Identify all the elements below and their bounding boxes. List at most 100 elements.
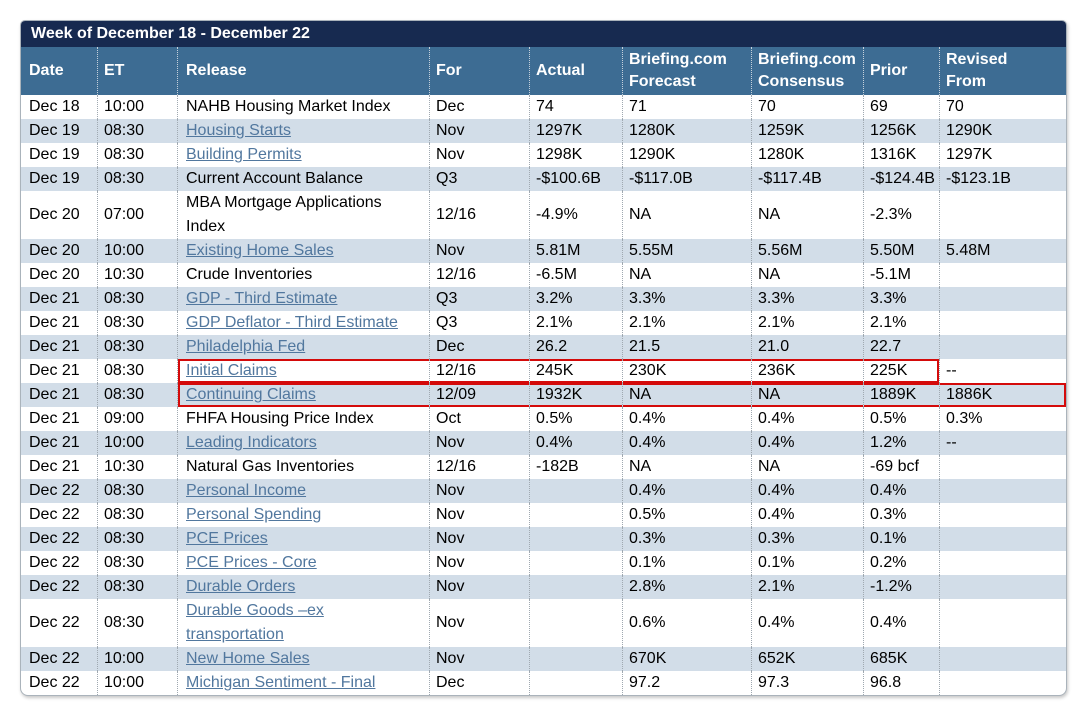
cell-revised: -- — [939, 431, 1066, 455]
table-row: Dec 21 09:00 FHFA Housing Price Index Oct 0.… — [21, 407, 1066, 431]
release-link[interactable]: PCE Prices — [186, 530, 268, 547]
cell-revised: 70 — [939, 95, 1066, 119]
release-link[interactable]: Durable Goods –ex transportation — [186, 602, 324, 643]
cell-et: 08:30 — [97, 551, 177, 575]
cell-release: FHFA Housing Price Index — [177, 407, 429, 431]
cell-consensus: NA — [751, 455, 863, 479]
cell-for: Q3 — [429, 311, 529, 335]
table-row: Dec 21 08:30 Initial Claims 12/16 245K 230K 23… — [21, 359, 1066, 383]
release-link[interactable]: New Home Sales — [186, 650, 310, 667]
cell-revised — [939, 575, 1066, 599]
cell-et: 09:00 — [97, 407, 177, 431]
release-link[interactable]: Personal Spending — [186, 506, 322, 523]
cell-release: Crude Inventories — [177, 263, 429, 287]
week-title-bar: Week of December 18 - December 22 — [21, 21, 1066, 47]
cell-date: Dec 21 — [21, 431, 97, 455]
cell-for: Nov — [429, 527, 529, 551]
cell-revised: 1297K — [939, 143, 1066, 167]
cell-date: Dec 20 — [21, 239, 97, 263]
cell-release: Durable Orders — [177, 575, 429, 599]
release-link[interactable]: Housing Starts — [186, 122, 291, 139]
cell-actual: 5.81M — [529, 239, 622, 263]
cell-revised — [939, 503, 1066, 527]
column-header-date: Date — [21, 47, 97, 95]
cell-for: Nov — [429, 143, 529, 167]
cell-prior: 2.1% — [863, 311, 939, 335]
cell-prior: 0.5% — [863, 407, 939, 431]
release-link[interactable]: PCE Prices - Core — [186, 554, 317, 571]
cell-prior: 225K — [863, 359, 939, 383]
cell-actual: 2.1% — [529, 311, 622, 335]
cell-release: NAHB Housing Market Index — [177, 95, 429, 119]
cell-prior: 0.1% — [863, 527, 939, 551]
cell-et: 10:00 — [97, 95, 177, 119]
cell-date: Dec 19 — [21, 167, 97, 191]
cell-actual: 1297K — [529, 119, 622, 143]
cell-for: Q3 — [429, 287, 529, 311]
cell-forecast: NA — [622, 455, 751, 479]
cell-prior: 5.50M — [863, 239, 939, 263]
cell-release: Leading Indicators — [177, 431, 429, 455]
cell-for: Q3 — [429, 167, 529, 191]
cell-date: Dec 22 — [21, 527, 97, 551]
cell-prior: -2.3% — [863, 191, 939, 239]
cell-consensus: 236K — [751, 359, 863, 383]
release-link[interactable]: Personal Income — [186, 482, 307, 499]
cell-revised — [939, 287, 1066, 311]
cell-et: 10:30 — [97, 263, 177, 287]
cell-consensus: 0.3% — [751, 527, 863, 551]
cell-consensus: 0.4% — [751, 599, 863, 647]
cell-forecast: 21.5 — [622, 335, 751, 359]
cell-et: 08:30 — [97, 359, 177, 383]
cell-for: Dec — [429, 95, 529, 119]
cell-forecast: NA — [622, 191, 751, 239]
cell-for: Nov — [429, 431, 529, 455]
cell-revised — [939, 455, 1066, 479]
cell-et: 08:30 — [97, 479, 177, 503]
release-link[interactable]: GDP Deflator - Third Estimate — [186, 314, 398, 331]
release-link[interactable]: Existing Home Sales — [186, 242, 334, 259]
week-title: Week of December 18 - December 22 — [31, 25, 310, 42]
cell-et: 08:30 — [97, 167, 177, 191]
release-link[interactable]: Leading Indicators — [186, 434, 317, 451]
release-link[interactable]: Building Permits — [186, 146, 302, 163]
cell-actual — [529, 599, 622, 647]
cell-et: 08:30 — [97, 599, 177, 647]
table-row: Dec 21 08:30 Philadelphia Fed Dec 26.2 21.5 21… — [21, 335, 1066, 359]
cell-date: Dec 20 — [29, 266, 80, 283]
release-link[interactable]: GDP - Third Estimate — [186, 290, 338, 307]
cell-consensus: -$117.4B — [751, 167, 863, 191]
table-row: Dec 20 10:30 Crude Inventories 12/16 -6.5M NA… — [21, 263, 1066, 287]
release-link[interactable]: Initial Claims — [186, 362, 277, 379]
cell-forecast: -$117.0B — [622, 167, 751, 191]
cell-release: Existing Home Sales — [177, 239, 429, 263]
cell-actual — [529, 527, 622, 551]
release-link[interactable]: Durable Orders — [186, 578, 296, 595]
cell-consensus: 3.3% — [751, 287, 863, 311]
cell-date: Dec 21 — [29, 314, 80, 331]
cell-et: 08:30 — [97, 575, 177, 599]
column-header-prior: Prior — [863, 47, 939, 95]
table-row: Dec 22 08:30 Durable Goods –ex transportat… — [21, 599, 1066, 647]
cell-actual — [529, 671, 622, 695]
cell-release: Building Permits — [177, 143, 429, 167]
cell-et: 10:00 — [97, 647, 177, 671]
cell-consensus: 0.4% — [751, 431, 863, 455]
cell-revised — [939, 263, 1066, 287]
cell-consensus: 21.0 — [751, 335, 863, 359]
release-link[interactable]: Michigan Sentiment - Final — [186, 674, 376, 691]
release-link[interactable]: Continuing Claims — [186, 386, 316, 403]
cell-actual: -182B — [529, 455, 622, 479]
cell-forecast: 5.55M — [622, 239, 751, 263]
release-link[interactable]: Philadelphia Fed — [186, 338, 306, 355]
release-text: Natural Gas Inventories — [186, 458, 355, 475]
cell-date: Dec 22 — [29, 506, 80, 523]
cell-forecast: 2.8% — [622, 575, 751, 599]
cell-actual: 1932K — [529, 383, 622, 407]
column-header-revised: Revised From — [939, 47, 1066, 95]
table-row: Dec 22 08:30 Personal Spending Nov 0.5% 0.4% 0… — [21, 503, 1066, 527]
cell-release: Personal Spending — [177, 503, 429, 527]
cell-prior: -5.1M — [863, 263, 939, 287]
cell-for: 12/16 — [429, 191, 529, 239]
cell-actual — [529, 551, 622, 575]
